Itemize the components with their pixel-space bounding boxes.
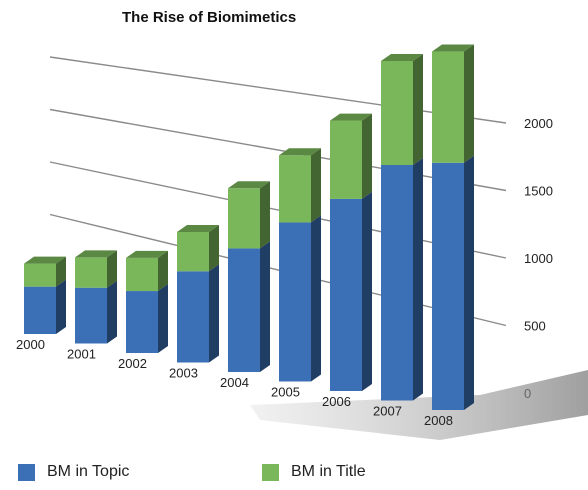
bar-side-title-2008 bbox=[464, 44, 474, 163]
bar-title-2004 bbox=[228, 188, 260, 249]
bar-side-topic-2006 bbox=[362, 191, 372, 391]
x-tick-label: 2005 bbox=[271, 385, 300, 400]
bar-side-title-2002 bbox=[158, 250, 168, 292]
y-tick-label: 500 bbox=[524, 319, 546, 334]
legend-swatch-topic bbox=[18, 463, 35, 481]
bar-topic-2008 bbox=[432, 162, 464, 410]
bar-title-2008 bbox=[432, 51, 464, 163]
floor-shadow bbox=[250, 370, 588, 440]
bar-title-2003 bbox=[177, 231, 209, 272]
bar-topic-2006 bbox=[330, 198, 362, 391]
bar-side-topic-2002 bbox=[158, 284, 168, 353]
bar-topic-2001 bbox=[75, 287, 107, 344]
legend-swatch-title bbox=[262, 463, 279, 481]
bar-side-title-2006 bbox=[362, 113, 372, 199]
x-tick-label: 2006 bbox=[322, 394, 351, 409]
bar-top-2006 bbox=[330, 113, 372, 121]
x-tick-label: 2003 bbox=[169, 366, 198, 381]
legend-item-title: BM in Title bbox=[262, 463, 366, 481]
bar-side-title-2007 bbox=[413, 53, 423, 165]
bar-top-2001 bbox=[75, 250, 117, 258]
bar-top-2000 bbox=[24, 256, 66, 264]
bar-side-topic-2004 bbox=[260, 241, 270, 372]
bar-top-2007 bbox=[381, 53, 423, 61]
bar-topic-2002 bbox=[126, 291, 158, 353]
gridline bbox=[49, 161, 507, 259]
x-tick-label: 2001 bbox=[67, 347, 96, 362]
bar-side-topic-2007 bbox=[413, 158, 423, 401]
y-tick-label: 1500 bbox=[524, 184, 553, 199]
bar-title-2006 bbox=[330, 120, 362, 199]
bar-topic-2003 bbox=[177, 271, 209, 363]
bar-title-2002 bbox=[126, 257, 158, 292]
bar-title-2005 bbox=[279, 155, 311, 223]
bar-top-2002 bbox=[126, 250, 168, 258]
legend-label-title: BM in Title bbox=[291, 463, 366, 480]
bar-side-title-2001 bbox=[107, 250, 117, 288]
gridline bbox=[49, 56, 507, 124]
bar-side-topic-2008 bbox=[464, 155, 474, 410]
bar-topic-2004 bbox=[228, 248, 260, 372]
bar-side-title-2003 bbox=[209, 224, 219, 272]
y-tick-label: 1000 bbox=[524, 251, 553, 266]
bar-title-2007 bbox=[381, 60, 413, 165]
legend-label-topic: BM in Topic bbox=[47, 463, 130, 480]
chart-title: The Rise of Biomimetics bbox=[122, 9, 297, 26]
bar-side-title-2000 bbox=[56, 256, 66, 287]
x-tick-label: 2004 bbox=[220, 375, 249, 390]
bar-topic-2005 bbox=[279, 222, 311, 382]
bar-top-2008 bbox=[432, 44, 474, 52]
bar-top-2004 bbox=[228, 181, 270, 189]
bar-side-title-2004 bbox=[260, 181, 270, 249]
legend-item-topic: BM in Topic bbox=[18, 463, 129, 481]
bar-side-topic-2005 bbox=[311, 215, 321, 382]
bar-topic-2000 bbox=[24, 286, 56, 334]
bar-side-topic-2000 bbox=[56, 279, 66, 334]
gridline bbox=[49, 213, 507, 327]
bar-side-topic-2003 bbox=[209, 264, 219, 363]
bar-top-2003 bbox=[177, 224, 219, 232]
x-tick-label: 2000 bbox=[16, 337, 45, 352]
bar-title-2000 bbox=[24, 263, 56, 287]
bar-topic-2007 bbox=[381, 165, 413, 401]
x-tick-label: 2007 bbox=[373, 404, 402, 419]
bar-side-topic-2001 bbox=[107, 280, 117, 344]
bar-top-2005 bbox=[279, 148, 321, 156]
x-tick-label: 2008 bbox=[424, 413, 453, 428]
gridline bbox=[49, 108, 507, 192]
x-tick-label: 2002 bbox=[118, 356, 147, 371]
y-tick-label: 2000 bbox=[524, 116, 553, 131]
bar-title-2001 bbox=[75, 257, 107, 288]
bar-side-title-2005 bbox=[311, 148, 321, 223]
